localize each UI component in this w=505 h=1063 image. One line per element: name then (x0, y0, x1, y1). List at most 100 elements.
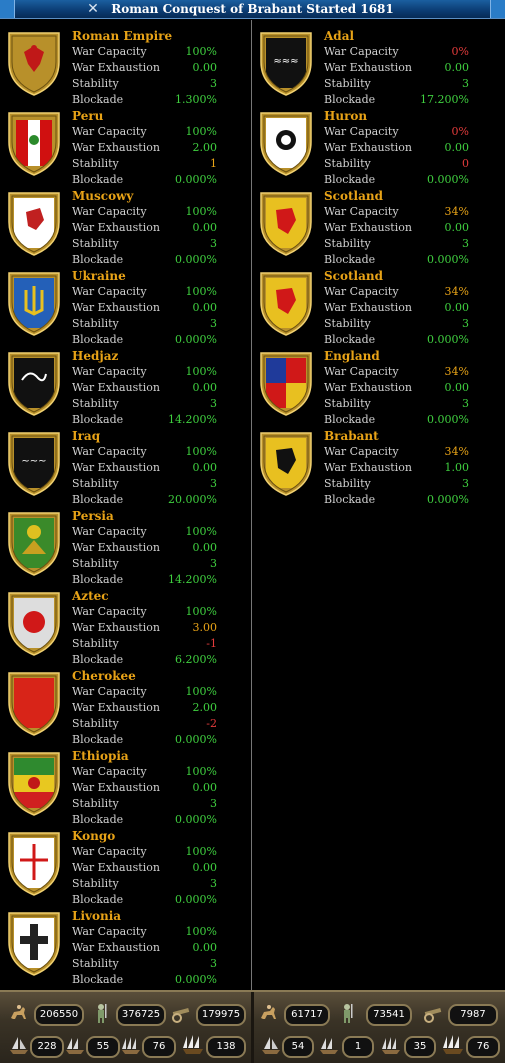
country-entry-hedjaz[interactable]: Hedjaz War Capacity 100% War Exhaustion 0.00… (6, 348, 220, 428)
war-capacity-value: 100% (185, 285, 217, 298)
scotland-shield-icon (260, 192, 312, 256)
country-name[interactable]: Ukraine (72, 269, 126, 283)
country-entry-roman-empire[interactable]: Roman Empire War Capacity 100% War Exhausti… (6, 28, 220, 108)
war-exhaustion-label: War Exhaustion (324, 301, 412, 314)
stability-value: 3 (462, 397, 469, 410)
transport-icon (66, 1038, 84, 1054)
cavalry-icon (261, 1005, 276, 1019)
warship-icon (443, 1035, 463, 1054)
country-name[interactable]: Cherokee (72, 669, 136, 683)
stability-label: Stability (72, 237, 119, 250)
stability-value: 3 (210, 317, 217, 330)
stability-value: 3 (210, 557, 217, 570)
war-capacity-value: 34% (444, 285, 469, 298)
country-name[interactable]: Muscowy (72, 189, 134, 203)
war-capacity-label: War Capacity (72, 365, 147, 378)
left-artillery-stat: 179975 (170, 1002, 250, 1026)
blockade-value: 0.000% (175, 733, 217, 746)
country-entry-ukraine[interactable]: Ukraine War Capacity 100% War Exhaustion 0.0… (6, 268, 220, 348)
country-name[interactable]: Ethiopia (72, 749, 129, 763)
left-infantry-stat: 376725 (90, 1002, 190, 1026)
stability-value: 3 (462, 77, 469, 90)
war-capacity-value: 100% (185, 45, 217, 58)
war-capacity-value: 100% (185, 445, 217, 458)
country-name[interactable]: Livonia (72, 909, 122, 923)
war-capacity-label: War Capacity (72, 125, 147, 138)
country-name[interactable]: England (324, 349, 380, 363)
blockade-label: Blockade (72, 893, 124, 906)
roman-empire-shield-icon (8, 32, 60, 96)
war-capacity-label: War Capacity (324, 365, 399, 378)
country-entry-scotland[interactable]: Scotland War Capacity 34% War Exhaustion 0.0… (258, 268, 472, 348)
war-capacity-label: War Capacity (324, 45, 399, 58)
stability-label: Stability (324, 317, 371, 330)
country-name[interactable]: Kongo (72, 829, 116, 843)
war-exhaustion-label: War Exhaustion (324, 381, 412, 394)
left-warships-count: 138 (206, 1036, 246, 1058)
country-entry-brabant[interactable]: Brabant War Capacity 34% War Exhaustion 1.00… (258, 428, 472, 508)
country-name[interactable]: Scotland (324, 189, 383, 203)
right-galleys-count: 35 (404, 1036, 436, 1058)
country-entry-cherokee[interactable]: Cherokee War Capacity 100% War Exhaustion 2.… (6, 668, 220, 748)
country-entry-iraq[interactable]: ~~~ Iraq War Capacity 100% War Exhaustion 0.0… (6, 428, 220, 508)
country-entry-ethiopia[interactable]: Ethiopia War Capacity 100% War Exhaustion 0.… (6, 748, 220, 828)
country-name[interactable]: Iraq (72, 429, 101, 443)
country-name[interactable]: Roman Empire (72, 29, 173, 43)
country-entry-huron[interactable]: Huron War Capacity 0% War Exhaustion 0.00 Sta… (258, 108, 472, 188)
war-capacity-label: War Capacity (324, 445, 399, 458)
ukraine-shield-icon (8, 272, 60, 336)
blockade-value: 0.000% (175, 973, 217, 986)
country-entry-aztec[interactable]: Aztec War Capacity 100% War Exhaustion 3.00 S… (6, 588, 220, 668)
country-entry-kongo[interactable]: Kongo War Capacity 100% War Exhaustion 0.00 S… (6, 828, 220, 908)
war-exhaustion-value: 0.00 (192, 781, 218, 794)
artillery-icon (172, 1007, 190, 1023)
blockade-label: Blockade (324, 253, 376, 266)
war-exhaustion-label: War Exhaustion (72, 621, 160, 634)
left-transports-count: 55 (86, 1036, 120, 1058)
infantry-icon (98, 1004, 107, 1023)
war-exhaustion-value: 0.00 (192, 61, 218, 74)
country-entry-peru[interactable]: Peru War Capacity 100% War Exhaustion 2.00 St… (6, 108, 220, 188)
country-name[interactable]: Aztec (72, 589, 109, 603)
right-light-ships-count: 54 (282, 1036, 314, 1058)
war-exhaustion-label: War Exhaustion (72, 461, 160, 474)
country-name[interactable]: Hedjaz (72, 349, 119, 363)
war-capacity-label: War Capacity (72, 925, 147, 938)
stability-value: 3 (210, 877, 217, 890)
country-entry-persia[interactable]: Persia War Capacity 100% War Exhaustion 0.00… (6, 508, 220, 588)
left-transports-stat: 55 (64, 1034, 124, 1058)
blockade-label: Blockade (72, 93, 124, 106)
country-entry-england[interactable]: England War Capacity 34% War Exhaustion 0.00… (258, 348, 472, 428)
war-exhaustion-label: War Exhaustion (72, 301, 160, 314)
country-name[interactable]: Peru (72, 109, 104, 123)
blockade-value: 14.200% (168, 413, 217, 426)
country-name[interactable]: Brabant (324, 429, 379, 443)
war-capacity-label: War Capacity (324, 125, 399, 138)
country-entry-muscowy[interactable]: Muscowy War Capacity 100% War Exhaustion 0.0… (6, 188, 220, 268)
country-name[interactable]: Adal (324, 29, 355, 43)
country-name[interactable]: Huron (324, 109, 368, 123)
blockade-label: Blockade (72, 173, 124, 186)
country-name[interactable]: Scotland (324, 269, 383, 283)
stability-label: Stability (324, 237, 371, 250)
country-entry-scotland[interactable]: Scotland War Capacity 34% War Exhaustion 0.0… (258, 188, 472, 268)
war-capacity-value: 100% (185, 365, 217, 378)
galley-icon (122, 1037, 140, 1054)
war-capacity-value: 0% (451, 45, 469, 58)
blockade-label: Blockade (72, 573, 124, 586)
stability-value: -1 (206, 637, 217, 650)
title-bar-right-ornament (490, 0, 505, 18)
country-entry-adal[interactable]: ≈≈≈ Adal War Capacity 0% War Exhaustion 0.00 S… (258, 28, 472, 108)
stability-label: Stability (72, 877, 119, 890)
close-icon[interactable]: ✕ (87, 1, 99, 17)
war-exhaustion-value: 0.00 (444, 141, 470, 154)
war-capacity-value: 0% (451, 125, 469, 138)
country-entry-livonia[interactable]: Livonia War Capacity 100% War Exhaustion 0.0… (6, 908, 220, 988)
war-capacity-value: 100% (185, 845, 217, 858)
country-name[interactable]: Persia (72, 509, 114, 523)
scotland-shield-icon (260, 272, 312, 336)
war-exhaustion-label: War Exhaustion (72, 61, 160, 74)
stability-label: Stability (72, 317, 119, 330)
blockade-label: Blockade (72, 653, 124, 666)
war-exhaustion-label: War Exhaustion (72, 861, 160, 874)
